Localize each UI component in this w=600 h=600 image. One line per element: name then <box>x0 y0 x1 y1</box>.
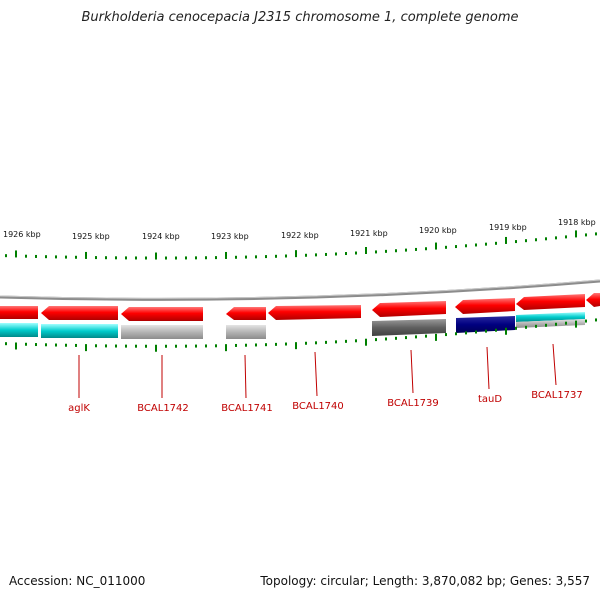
category-bar[interactable] <box>121 325 203 339</box>
category-bar[interactable] <box>226 325 266 339</box>
kbp-label: 1925 kbp <box>72 232 110 241</box>
kbp-label: 1923 kbp <box>211 232 249 241</box>
kbp-label: 1922 kbp <box>281 231 319 240</box>
kbp-label: 1918 kbp <box>558 218 596 227</box>
category-bar[interactable] <box>456 316 515 333</box>
gene-label[interactable]: BCAL1739 <box>387 398 439 409</box>
upper-tick-row <box>5 230 597 260</box>
gene-arrow[interactable] <box>0 306 38 319</box>
category-track <box>0 312 585 339</box>
gene-arrow[interactable] <box>121 307 203 321</box>
category-bar[interactable] <box>0 323 38 337</box>
map-title: Burkholderia cenocepacia J2315 chromosom… <box>81 10 519 25</box>
topology-text: Topology: circular; Length: 3,870,082 bp… <box>260 574 590 588</box>
kbp-label: 1920 kbp <box>419 226 457 235</box>
gene-arrow[interactable] <box>226 307 266 320</box>
gene-arrow[interactable] <box>41 306 118 320</box>
chromosome-backbone <box>0 279 600 301</box>
gene-arrow[interactable] <box>455 298 515 314</box>
gene-label[interactable]: BCAL1740 <box>292 401 344 412</box>
kbp-label: 1921 kbp <box>350 229 388 238</box>
gene-arrow[interactable] <box>372 301 446 317</box>
lower-tick-row <box>5 318 597 352</box>
gene-arrow[interactable] <box>516 294 585 310</box>
gene-label[interactable]: BCAL1737 <box>531 390 583 401</box>
gene-track-strand <box>0 293 600 321</box>
gene-label[interactable]: tauD <box>478 394 502 405</box>
kbp-label: 1919 kbp <box>489 223 527 232</box>
category-bar[interactable] <box>372 319 446 336</box>
gene-labels: aglK BCAL1742 BCAL1741 BCAL1740 BCAL1739… <box>68 390 583 414</box>
gene-label[interactable]: BCAL1741 <box>221 403 273 414</box>
category-bar[interactable] <box>41 324 118 338</box>
accession-text: Accession: NC_011000 <box>9 574 146 588</box>
gene-arrow[interactable] <box>268 305 361 320</box>
kbp-scale: 1926 kbp 1925 kbp 1924 kbp 1923 kbp 1922… <box>3 218 596 241</box>
chromosome-backbone-highlight <box>0 279 600 299</box>
gene-arrow[interactable] <box>586 293 600 307</box>
label-leaders <box>78 343 557 399</box>
gene-label[interactable]: BCAL1742 <box>137 403 189 414</box>
kbp-label: 1926 kbp <box>3 230 41 239</box>
kbp-label: 1924 kbp <box>142 232 180 241</box>
category-bar[interactable] <box>516 312 585 322</box>
category-bar[interactable] <box>516 319 585 328</box>
gene-label[interactable]: aglK <box>68 403 90 414</box>
